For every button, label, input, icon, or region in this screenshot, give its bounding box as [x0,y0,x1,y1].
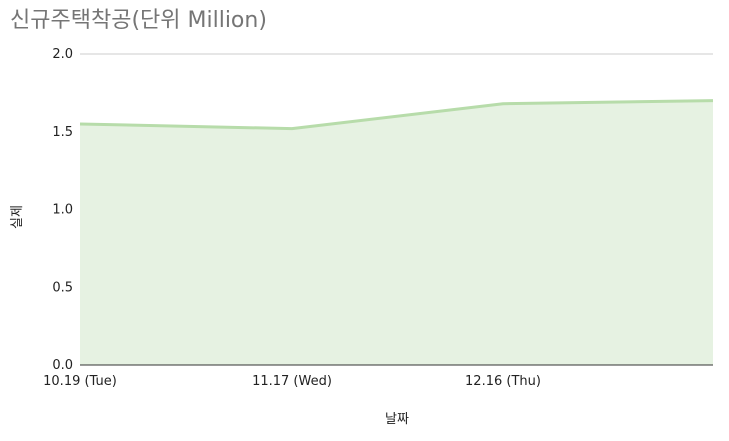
x-tick-label: 10.19 (Tue) [43,374,117,389]
y-tick-labels: 0.0 0.5 1.0 1.5 2.0 [52,47,73,373]
series-line [79,99,714,131]
y-tick-label: 0.5 [52,280,73,295]
x-tick-label: 11.17 (Wed) [252,374,332,389]
x-tick-labels: 10.19 (Tue) 11.17 (Wed) 12.16 (Thu) [43,374,541,389]
y-axis-label: 실제 [10,205,25,229]
x-tick-label: 12.16 (Thu) [465,374,541,389]
y-tick-label: 1.5 [52,125,73,140]
y-tick-label: 1.0 [52,203,73,218]
chart-title: 신규주택착공(단위 Million) [10,8,267,33]
x-axis-label: 날짜 [385,412,409,427]
area-fill [80,100,713,366]
y-tick-label: 2.0 [52,47,73,62]
y-tick-label: 0.0 [52,358,73,373]
